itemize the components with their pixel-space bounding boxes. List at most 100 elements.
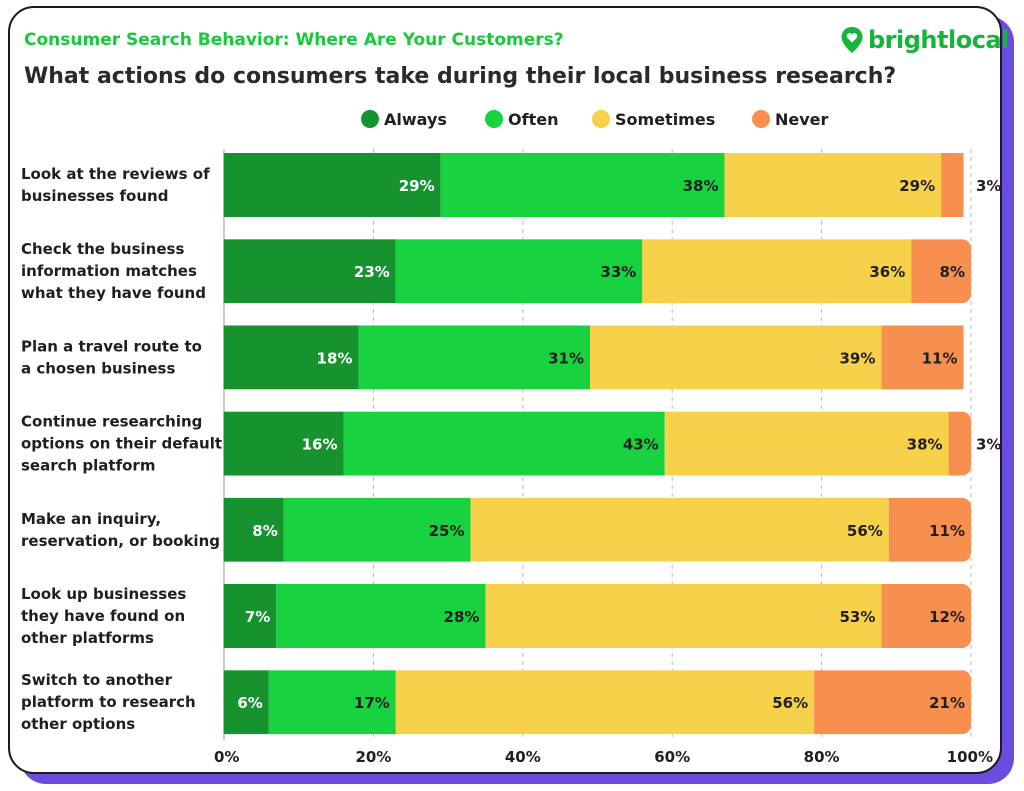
x-tick-label: 100% xyxy=(947,748,993,766)
bar-row xyxy=(223,153,964,217)
bar-row xyxy=(223,497,971,562)
brand-logo: brightlocal xyxy=(840,24,1009,56)
category-label: Look up businesses they have found on othe… xyxy=(21,585,186,647)
bar-value-label: 18% xyxy=(317,349,353,367)
bar-value-label: 11% xyxy=(929,522,965,540)
bar-value-label: 39% xyxy=(839,349,875,367)
bar-row xyxy=(223,670,971,735)
bar-value-label: 31% xyxy=(548,349,584,367)
bar-segment xyxy=(343,411,665,476)
bar-value-label: 38% xyxy=(683,177,719,195)
bar-value-label: 29% xyxy=(899,177,935,195)
bar-segment xyxy=(664,411,949,476)
bar-segment xyxy=(485,584,882,648)
bar-segment xyxy=(276,584,486,648)
bar-segment xyxy=(470,497,889,562)
bar-row xyxy=(223,325,964,390)
bar-segment xyxy=(881,584,971,648)
bar-value-labels: 8% 25% 56% 11% xyxy=(252,522,965,540)
legend-swatch xyxy=(485,110,503,128)
bar-value-label: 21% xyxy=(929,694,965,712)
bar-value-labels: 29% 38% 29% 3% xyxy=(399,177,1002,195)
bar-segment xyxy=(224,153,441,217)
legend-label: Never xyxy=(775,110,829,129)
category-label: Look at the reviews of businesses found xyxy=(21,165,210,205)
bar-value-label: 11% xyxy=(922,349,958,367)
x-axis-ticks: 0% 20% 40% 60% 80% 100% xyxy=(214,748,993,766)
bar-segment xyxy=(224,325,359,390)
legend-label: Always xyxy=(384,110,447,129)
x-tick-label: 60% xyxy=(654,748,690,766)
bar-value-label: 16% xyxy=(302,436,338,454)
x-tick-label: 20% xyxy=(355,748,391,766)
bar-segment xyxy=(590,325,882,390)
chart-subtitle: Consumer Search Behavior: Where Are Your… xyxy=(24,30,564,50)
bar-value-labels: 18% 31% 39% 11% xyxy=(317,349,958,367)
bar-segment xyxy=(440,153,725,217)
bar-value-label: 38% xyxy=(907,436,943,454)
category-label: Make an inquiry, reservation, or booking xyxy=(21,510,220,550)
legend-swatch xyxy=(752,110,770,128)
legend-swatch xyxy=(592,110,610,128)
bar-segment xyxy=(224,584,277,648)
bar-segment xyxy=(395,670,815,735)
bar-value-label: 17% xyxy=(354,694,390,712)
bar-value-label: 25% xyxy=(429,522,465,540)
bar-value-label: 29% xyxy=(399,177,435,195)
legend: Always Often Sometimes Never xyxy=(361,110,829,129)
legend-label: Often xyxy=(508,110,558,129)
bar-value-labels: 7% 28% 53% 12% xyxy=(245,608,965,626)
bar-value-label: 8% xyxy=(252,522,277,540)
bars: 29% 38% 29% 3% 23% 33% 36% 8% 18% 31% 39% 11% 16% 43%… xyxy=(223,153,1002,735)
bar-value-label: 7% xyxy=(245,608,270,626)
bar-value-label: 56% xyxy=(847,522,883,540)
bar-value-label: 33% xyxy=(600,263,636,281)
bar-row xyxy=(223,411,971,476)
bar-segment xyxy=(395,239,643,304)
bar-value-label: 23% xyxy=(354,263,390,281)
bar-value-label: 6% xyxy=(237,694,262,712)
bar-value-label: 56% xyxy=(772,694,808,712)
bar-segment xyxy=(283,497,471,562)
bar-value-label: 12% xyxy=(929,608,965,626)
category-label: Check the business information matches wha… xyxy=(21,240,206,302)
bar-segment xyxy=(224,411,344,476)
bar-value-label: 8% xyxy=(940,263,965,281)
legend-swatch xyxy=(361,110,379,128)
x-tick-label: 0% xyxy=(214,748,239,766)
brand-logo-text: brightlocal xyxy=(868,26,1009,54)
category-label: Plan a travel route to a chosen business xyxy=(21,337,202,377)
category-label: Switch to another platform to research oth… xyxy=(21,671,196,733)
bar-value-label: 43% xyxy=(623,436,659,454)
bar-segment xyxy=(724,153,942,217)
chart-title: What actions do consumers take during th… xyxy=(24,64,897,89)
bar-segment xyxy=(358,325,591,390)
bar-segment xyxy=(941,153,964,217)
bar-segment xyxy=(948,411,971,476)
legend-label: Sometimes xyxy=(615,110,715,129)
bar-segment xyxy=(224,670,269,735)
bar-value-label: 28% xyxy=(444,608,480,626)
category-labels: Look at the reviews of businesses found Ch… xyxy=(21,165,222,733)
category-label: Continue researching options on their def… xyxy=(21,413,222,475)
bar-row xyxy=(223,584,971,648)
bar-segment xyxy=(814,670,971,735)
bar-row xyxy=(223,239,971,304)
bar-value-labels: 23% 33% 36% 8% xyxy=(354,263,965,281)
x-tick-label: 40% xyxy=(505,748,541,766)
bar-segment xyxy=(268,670,396,735)
bar-value-labels: 16% 43% 38% 3% xyxy=(302,436,1002,454)
bar-value-label: 3% xyxy=(976,436,1001,454)
bar-value-label: 36% xyxy=(869,263,905,281)
bar-segment xyxy=(888,497,971,562)
bar-segment xyxy=(881,325,964,390)
bar-segment xyxy=(642,239,912,304)
bar-value-label: 53% xyxy=(839,608,875,626)
location-pin-icon xyxy=(841,27,863,53)
bar-segment xyxy=(224,497,284,562)
bar-value-labels: 6% 17% 56% 21% xyxy=(237,694,965,712)
bar-segment xyxy=(911,239,971,304)
bar-value-label: 3% xyxy=(976,177,1001,195)
bar-segment xyxy=(224,239,396,304)
